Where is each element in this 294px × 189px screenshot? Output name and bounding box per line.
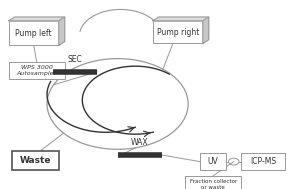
Polygon shape bbox=[59, 17, 65, 45]
FancyBboxPatch shape bbox=[241, 153, 285, 170]
FancyBboxPatch shape bbox=[200, 153, 226, 170]
FancyBboxPatch shape bbox=[9, 62, 65, 79]
Text: WPS 3000
Autosampler: WPS 3000 Autosampler bbox=[17, 65, 57, 76]
FancyBboxPatch shape bbox=[185, 176, 241, 189]
Text: WAX: WAX bbox=[131, 138, 148, 147]
Text: UV: UV bbox=[208, 157, 218, 166]
Text: Pump left: Pump left bbox=[16, 29, 52, 38]
Text: Pump right: Pump right bbox=[157, 28, 199, 37]
Polygon shape bbox=[203, 17, 209, 43]
FancyBboxPatch shape bbox=[12, 151, 59, 170]
Text: ICP-MS: ICP-MS bbox=[250, 157, 276, 166]
Text: SEC: SEC bbox=[68, 55, 82, 64]
Text: Waste: Waste bbox=[19, 156, 51, 165]
Polygon shape bbox=[9, 17, 65, 21]
FancyBboxPatch shape bbox=[153, 21, 203, 43]
Text: Fraction collector
or waste: Fraction collector or waste bbox=[190, 179, 237, 189]
Polygon shape bbox=[153, 17, 209, 21]
FancyBboxPatch shape bbox=[9, 21, 59, 45]
